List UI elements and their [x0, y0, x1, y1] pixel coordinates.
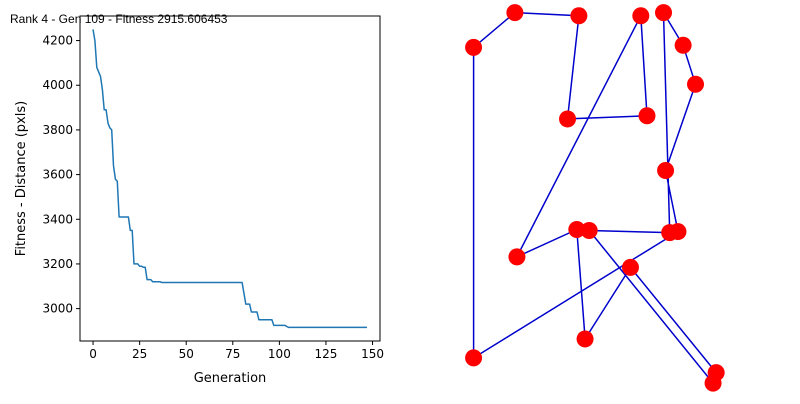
figure-title: Rank 4 - Gen 109 - Fitness 2915.606453 [10, 12, 228, 26]
city-marker [632, 7, 650, 25]
city-marker [559, 110, 577, 128]
plot-frame [79, 15, 381, 342]
city-marker [621, 258, 639, 276]
fitness-line [92, 29, 367, 329]
route-path [472, 11, 717, 384]
city-marker [465, 38, 483, 56]
x-axis-label: Generation [194, 371, 267, 386]
city-marker [687, 75, 705, 93]
city-marker [638, 107, 656, 125]
city-marker [674, 36, 692, 54]
city-marker [576, 330, 594, 348]
y-tick-label: 3600 [42, 168, 73, 182]
city-marker [707, 364, 725, 382]
city-marker [655, 4, 673, 22]
y-axis-label: Fitness - Distance (pxls) [14, 101, 29, 256]
x-tick-label: 0 [89, 347, 97, 361]
city-marker [580, 222, 598, 240]
y-tick-label: 3800 [42, 123, 73, 137]
y-tick-label: 4000 [42, 78, 73, 92]
y-tick-label: 3400 [42, 212, 73, 226]
y-tick-label: 4200 [42, 34, 73, 48]
city-marker [506, 4, 524, 22]
x-tick-label: 125 [315, 347, 338, 361]
x-tick-label: 50 [179, 347, 194, 361]
y-tick-label: 3000 [42, 302, 73, 316]
city-marker [568, 220, 586, 238]
city-marker [661, 224, 679, 242]
x-tick-label: 75 [225, 347, 240, 361]
x-tick-label: 25 [132, 347, 147, 361]
city-marker [657, 162, 675, 180]
y-tick-label: 3200 [42, 257, 73, 271]
city-marker [570, 7, 588, 25]
x-tick-label: 100 [268, 347, 291, 361]
city-marker [465, 349, 483, 367]
city-marker [508, 248, 526, 266]
x-tick-label: 150 [361, 347, 384, 361]
